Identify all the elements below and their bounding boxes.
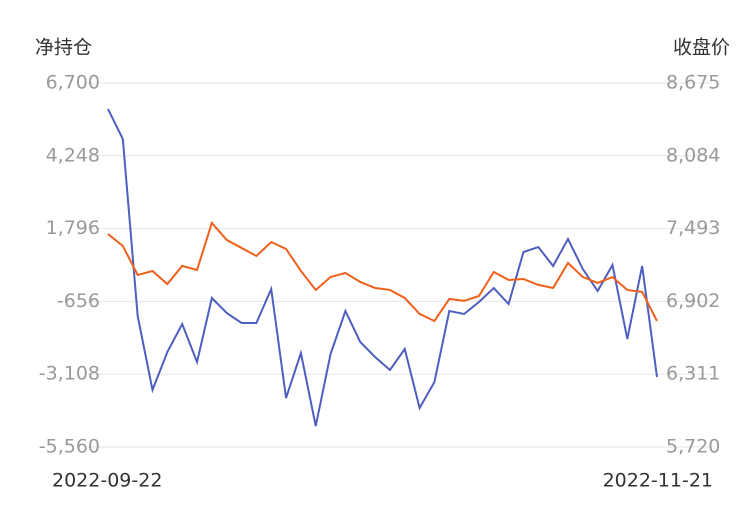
y2-tick-label: 8,675 [666,72,720,94]
x-tick-label: 2022-09-22 [52,470,162,492]
y-tick-label: -3,108 [39,363,100,385]
y-tick-label: 6,700 [46,72,100,94]
y2-axis-title: 收盘价 [673,37,730,59]
y-tick-label: -5,560 [39,436,100,458]
y2-tick-label: 8,084 [666,144,720,166]
y-axis-title: 净持仓 [35,37,92,59]
y-tick-label: 1,796 [46,217,100,239]
y2-tick-label: 7,493 [666,217,720,239]
y-tick-label: 4,248 [46,144,100,166]
y2-tick-label: 6,311 [666,363,720,385]
y2-tick-label: 5,720 [666,436,720,458]
data-line [107,108,658,427]
x-tick-label: 2022-11-21 [603,470,713,492]
y2-tick-label: 6,902 [666,290,720,312]
data-line [107,220,658,323]
y-tick-label: -656 [57,290,100,312]
